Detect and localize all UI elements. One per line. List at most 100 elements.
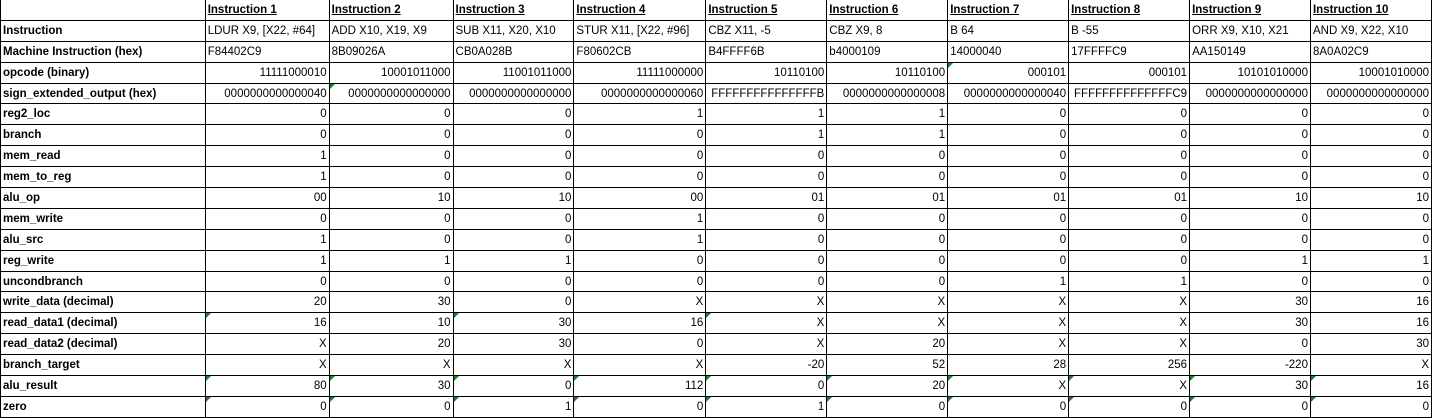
table-cell[interactable]: 0	[573, 395, 707, 418]
table-cell[interactable]: 1	[705, 103, 828, 126]
table-cell[interactable]: X	[573, 291, 707, 314]
table-cell[interactable]: 0000000000000008	[826, 82, 949, 105]
table-cell[interactable]: 16	[1309, 375, 1432, 397]
table-cell[interactable]: X	[1068, 291, 1191, 314]
table-cell[interactable]: 0	[1068, 124, 1191, 147]
table-cell[interactable]: 0	[573, 145, 707, 168]
table-cell[interactable]: 14000040	[947, 40, 1070, 63]
row-label[interactable]: branch_target	[0, 354, 206, 377]
table-cell[interactable]: 0	[947, 145, 1070, 168]
table-cell[interactable]: 30	[328, 291, 454, 314]
table-cell[interactable]: 52	[826, 354, 949, 377]
row-label[interactable]: alu_op	[0, 187, 206, 209]
table-cell[interactable]: 0000000000000000	[1309, 82, 1432, 105]
table-cell[interactable]: 0	[947, 166, 1070, 189]
table-cell[interactable]: 0	[1309, 228, 1432, 251]
row-label[interactable]: reg_write	[0, 249, 206, 272]
table-cell[interactable]: 1	[204, 166, 330, 189]
table-cell[interactable]: 0	[328, 124, 454, 147]
table-cell[interactable]: 30	[1189, 291, 1311, 314]
table-cell[interactable]: 1	[204, 145, 330, 168]
table-cell[interactable]: 1	[452, 395, 575, 418]
column-header[interactable]: Instruction 8	[1068, 0, 1191, 21]
table-cell[interactable]: 16	[1309, 291, 1432, 314]
row-label[interactable]: opcode (binary)	[0, 61, 206, 84]
table-cell[interactable]: 20	[826, 333, 949, 356]
table-cell[interactable]: 0	[947, 395, 1070, 418]
table-cell[interactable]: 1	[452, 249, 575, 272]
table-cell[interactable]: 0	[328, 228, 454, 251]
table-cell[interactable]: 112	[573, 375, 707, 397]
table-cell[interactable]: 00	[573, 187, 707, 209]
table-cell[interactable]: 16	[573, 312, 707, 335]
table-cell[interactable]: 0	[1189, 124, 1311, 147]
row-label[interactable]: mem_write	[0, 207, 206, 230]
row-label[interactable]: sign_extended_output (hex)	[0, 82, 206, 105]
column-header[interactable]: Instruction 6	[826, 0, 949, 21]
table-cell[interactable]: 1	[328, 249, 454, 272]
table-cell[interactable]: B4FFFF6B	[705, 40, 828, 63]
table-cell[interactable]: 1	[1309, 249, 1432, 272]
table-cell[interactable]: 0	[573, 124, 707, 147]
table-cell[interactable]: 0	[328, 270, 454, 293]
table-cell[interactable]: 01	[826, 187, 949, 209]
table-cell[interactable]: 0	[826, 207, 949, 230]
table-cell[interactable]: 0000000000000040	[204, 82, 330, 105]
table-cell[interactable]: 0	[452, 166, 575, 189]
table-cell[interactable]: 0	[826, 145, 949, 168]
table-cell[interactable]: X	[1309, 354, 1432, 377]
column-header[interactable]: Instruction 4	[573, 0, 707, 21]
table-cell[interactable]: 01	[705, 187, 828, 209]
table-cell[interactable]: 11111000010	[204, 61, 330, 84]
table-cell[interactable]: 0	[328, 395, 454, 418]
table-cell[interactable]: 0000000000000040	[947, 82, 1070, 105]
table-cell[interactable]: 0	[1189, 103, 1311, 126]
table-cell[interactable]: 1	[573, 103, 707, 126]
table-cell[interactable]: 0	[573, 166, 707, 189]
table-cell[interactable]: F84402C9	[204, 40, 330, 63]
table-cell[interactable]: 10110100	[826, 61, 949, 84]
table-cell[interactable]: 0000000000000000	[452, 82, 575, 105]
table-cell[interactable]: 0	[204, 395, 330, 418]
table-cell[interactable]: 20	[826, 375, 949, 397]
table-cell[interactable]: 10001010000	[1309, 61, 1432, 84]
table-cell[interactable]: X	[705, 291, 828, 314]
table-cell[interactable]: X	[573, 354, 707, 377]
table-cell[interactable]: 000101	[1068, 61, 1191, 84]
table-cell[interactable]: F80602CB	[573, 40, 707, 63]
table-cell[interactable]: 0	[1309, 207, 1432, 230]
row-label[interactable]: uncondbranch	[0, 270, 206, 293]
table-cell[interactable]: 1	[826, 124, 949, 147]
table-cell[interactable]: 0	[947, 103, 1070, 126]
table-cell[interactable]: X	[947, 312, 1070, 335]
table-cell[interactable]: X	[1068, 333, 1191, 356]
table-cell[interactable]: 0	[705, 166, 828, 189]
table-cell[interactable]: 0	[452, 103, 575, 126]
table-cell[interactable]: 0	[1068, 103, 1191, 126]
table-cell[interactable]: 0	[705, 270, 828, 293]
table-cell[interactable]: 0	[1309, 145, 1432, 168]
table-cell[interactable]: 0	[1189, 270, 1311, 293]
table-cell[interactable]: 16	[1309, 312, 1432, 335]
table-cell[interactable]: 10	[328, 187, 454, 209]
row-label[interactable]: write_data (decimal)	[0, 291, 206, 314]
table-cell[interactable]: 0	[826, 270, 949, 293]
row-label[interactable]: mem_to_reg	[0, 166, 206, 189]
table-cell[interactable]: 10	[1189, 187, 1311, 209]
table-cell[interactable]: X	[1068, 375, 1191, 397]
table-cell[interactable]: FFFFFFFFFFFFFFC9	[1068, 82, 1191, 105]
table-cell[interactable]: B -55	[1068, 19, 1191, 42]
table-cell[interactable]: 30	[1189, 375, 1311, 397]
table-cell[interactable]: 00	[204, 187, 330, 209]
table-cell[interactable]: 0	[573, 270, 707, 293]
table-cell[interactable]: 0000000000000000	[328, 82, 454, 105]
table-cell[interactable]: 0	[1189, 207, 1311, 230]
table-cell[interactable]: 0	[947, 249, 1070, 272]
table-cell[interactable]: 0	[1189, 228, 1311, 251]
table-cell[interactable]: 10	[452, 187, 575, 209]
table-cell[interactable]: b4000109	[826, 40, 949, 63]
row-label[interactable]: alu_src	[0, 228, 206, 251]
table-cell[interactable]: 0	[1189, 145, 1311, 168]
table-cell[interactable]: 01	[947, 187, 1070, 209]
table-cell[interactable]: 0	[947, 207, 1070, 230]
